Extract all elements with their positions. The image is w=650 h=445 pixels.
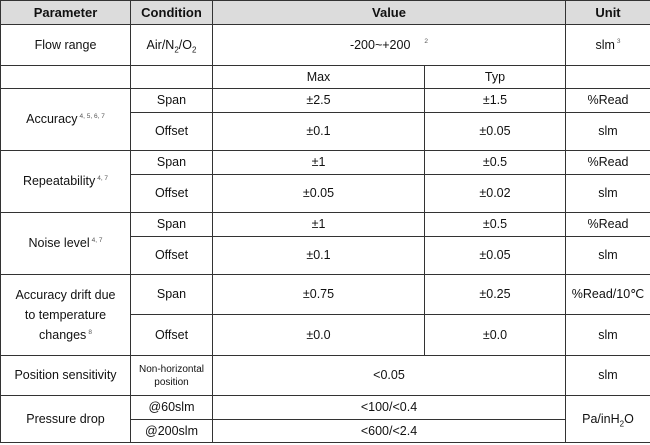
subheader-row: Max Typ [0, 65, 650, 89]
header-value: Value [212, 0, 566, 25]
accuracy-span-condition: Span [130, 88, 213, 113]
pressure-unit: Pa/inH2O [565, 395, 650, 443]
header-row: Parameter Condition Value Unit [0, 0, 650, 25]
drift-label: Accuracy drift due to temperature changes 8 [0, 274, 131, 356]
flow-range-unit: slm 3 [565, 24, 650, 66]
position-value: <0.05 [212, 355, 566, 396]
flow-range-label: Flow range [0, 24, 131, 66]
accuracy-span-typ: ±1.5 [424, 88, 566, 113]
noise-offset-row: Offset ±0.1 ±0.05 slm [1, 236, 650, 275]
drift-span-row: Accuracy drift due to temperature changes 8… [0, 274, 650, 356]
noise-span-typ: ±0.5 [424, 212, 566, 237]
drift-offset-typ: ±0.0 [424, 314, 566, 356]
repeatability-offset-unit: slm [565, 174, 650, 213]
drift-offset-condition: Offset [130, 314, 213, 356]
noise-span-row: Noise level 4, 7 Span ±1 ±0.5 %Read [0, 212, 650, 275]
pressure-condition-200: @200slm [130, 419, 213, 443]
accuracy-span-unit: %Read [565, 88, 650, 113]
accuracy-offset-condition: Offset [130, 112, 213, 151]
position-label: Position sensitivity [0, 355, 131, 396]
noise-offset-typ: ±0.05 [424, 236, 566, 275]
repeatability-span-row: Repeatability 4, 7 Span ±1 ±0.5 %Read [0, 150, 650, 213]
position-row: Position sensitivity Non-horizontal posit… [0, 355, 650, 396]
drift-span-max: ±0.75 [212, 274, 425, 315]
repeatability-label: Repeatability 4, 7 [0, 150, 131, 213]
noise-label: Noise level 4, 7 [0, 212, 131, 275]
repeatability-offset-condition: Offset [130, 174, 213, 213]
header-parameter: Parameter [0, 0, 131, 25]
noise-span-max: ±1 [212, 212, 425, 237]
pressure-condition-60: @60slm [130, 395, 213, 420]
flow-range-value: -200~+200 2 [212, 24, 566, 66]
pressure-label: Pressure drop [0, 395, 131, 443]
noise-offset-condition: Offset [130, 236, 213, 275]
repeatability-offset-max: ±0.05 [212, 174, 425, 213]
noise-span-condition: Span [130, 212, 213, 237]
noise-span-unit: %Read [565, 212, 650, 237]
accuracy-span-row: Accuracy 4, 5, 6, 7 Span ±2.5 ±1.5 %Read [0, 88, 650, 151]
accuracy-span-max: ±2.5 [212, 88, 425, 113]
repeatability-offset-row: Offset ±0.05 ±0.02 slm [1, 174, 650, 213]
pressure-value-200: <600/<2.4 [212, 419, 566, 443]
subheader-max: Max [212, 65, 425, 89]
flow-range-row: Flow range Air/N2/O2 -200~+200 2 slm 3 [0, 24, 650, 66]
accuracy-offset-max: ±0.1 [212, 112, 425, 151]
repeatability-span-condition: Span [130, 150, 213, 175]
pressure-value-60: <100/<0.4 [212, 395, 566, 420]
drift-span-typ: ±0.25 [424, 274, 566, 315]
position-condition: Non-horizontal position [130, 355, 213, 396]
repeatability-span-typ: ±0.5 [424, 150, 566, 175]
drift-span-condition: Span [130, 274, 213, 315]
accuracy-offset-unit: slm [565, 112, 650, 151]
noise-offset-max: ±0.1 [212, 236, 425, 275]
drift-span-unit: %Read/10℃ [565, 274, 650, 315]
pressure-row-2: @200slm <600/<2.4 [1, 419, 650, 443]
noise-offset-unit: slm [565, 236, 650, 275]
drift-offset-unit: slm [565, 314, 650, 356]
subheader-typ: Typ [424, 65, 566, 89]
drift-offset-row: Offset ±0.0 ±0.0 slm [1, 314, 650, 356]
repeatability-offset-typ: ±0.02 [424, 174, 566, 213]
accuracy-offset-row: Offset ±0.1 ±0.05 slm [1, 112, 650, 151]
repeatability-span-unit: %Read [565, 150, 650, 175]
position-unit: slm [565, 355, 650, 396]
repeatability-span-max: ±1 [212, 150, 425, 175]
accuracy-offset-typ: ±0.05 [424, 112, 566, 151]
header-unit: Unit [565, 0, 650, 25]
pressure-row-1: Pressure drop @60slm <100/<0.4 Pa/inH2O [0, 395, 650, 443]
drift-offset-max: ±0.0 [212, 314, 425, 356]
flow-range-condition: Air/N2/O2 [130, 24, 213, 66]
header-condition: Condition [130, 0, 213, 25]
accuracy-label: Accuracy 4, 5, 6, 7 [0, 88, 131, 151]
